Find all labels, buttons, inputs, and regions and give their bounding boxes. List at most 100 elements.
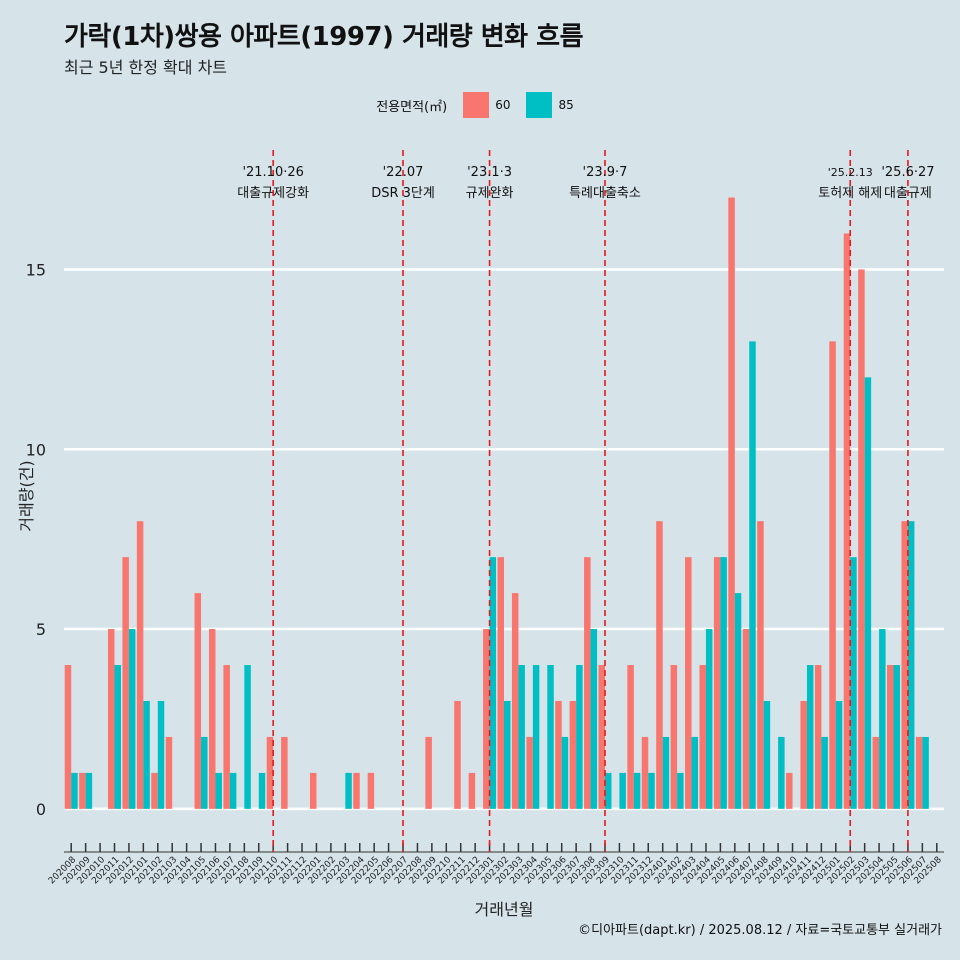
legend: 전용면적(㎡) 60 85 xyxy=(0,92,960,118)
bar-85 xyxy=(244,665,251,809)
bar-60 xyxy=(108,629,115,809)
bar-85 xyxy=(879,629,886,809)
bar-60 xyxy=(497,557,504,809)
legend-swatch-60 xyxy=(463,92,490,118)
chart-subtitle: 최근 5년 한정 확대 차트 xyxy=(64,58,228,77)
bar-85 xyxy=(619,772,626,809)
bar-60 xyxy=(208,629,216,809)
bar-85 xyxy=(229,772,237,809)
y-axis-title: 거래량(건) xyxy=(17,460,36,531)
bar-85 xyxy=(157,700,165,809)
bar-85 xyxy=(71,772,78,809)
event-desc-label: 대출규제강화 xyxy=(237,186,309,201)
bar-60 xyxy=(685,557,692,809)
event-desc-label: 토허제 해제 xyxy=(818,186,882,201)
legend-label-60: 60 xyxy=(495,98,511,112)
bar-60 xyxy=(584,557,591,809)
bar-85 xyxy=(821,736,828,809)
chart-title: 가락(1차)쌍용 아파트(1997) 거래량 변화 흐름 xyxy=(64,22,584,52)
event-date-label: '21.10·26 xyxy=(242,165,303,180)
bar-60 xyxy=(627,665,634,809)
event-desc-label: DSR 3단계 xyxy=(371,186,435,201)
bar-85 xyxy=(720,557,727,809)
bar-85 xyxy=(258,772,266,809)
bar-85 xyxy=(806,665,814,809)
bar-85 xyxy=(864,377,872,809)
bar-85 xyxy=(576,665,583,809)
bar-85 xyxy=(561,736,569,809)
legend-swatch-85 xyxy=(526,92,553,118)
bar-60 xyxy=(872,736,880,809)
y-tick-label: 15 xyxy=(26,260,46,279)
bar-60 xyxy=(555,700,562,809)
bar-60 xyxy=(425,736,432,809)
bar-85 xyxy=(547,665,554,809)
bar-85 xyxy=(143,700,150,809)
bar-60 xyxy=(194,593,202,809)
bar-85 xyxy=(893,665,900,809)
bar-85 xyxy=(345,772,352,809)
bar-60 xyxy=(641,736,649,809)
y-tick-label: 10 xyxy=(26,440,46,459)
bar-60 xyxy=(64,665,72,809)
legend-title: 전용면적(㎡) xyxy=(376,99,448,115)
bar-85 xyxy=(604,772,612,809)
bar-60 xyxy=(454,700,461,809)
bar-60 xyxy=(858,269,865,809)
bar-60 xyxy=(281,736,288,809)
bar-85 xyxy=(734,593,742,809)
bar-60 xyxy=(829,341,836,809)
bar-60 xyxy=(843,233,851,809)
event-date-label: '25.2.13 xyxy=(828,166,873,179)
legend-label-85: 85 xyxy=(558,98,574,112)
bar-85 xyxy=(114,665,121,809)
bar-85 xyxy=(778,736,785,809)
bar-85 xyxy=(85,772,93,809)
bar-60 xyxy=(309,772,317,809)
bar-60 xyxy=(757,521,764,809)
bar-60 xyxy=(136,521,144,809)
bar-60 xyxy=(353,772,360,809)
bar-60 xyxy=(165,736,173,809)
x-axis-title: 거래년월 xyxy=(475,900,534,919)
bar-60 xyxy=(367,772,375,809)
bar-60 xyxy=(915,736,923,809)
bar-60 xyxy=(598,665,605,809)
bar-60 xyxy=(151,772,158,809)
bar-85 xyxy=(489,557,497,809)
bar-85 xyxy=(907,521,915,809)
bar-85 xyxy=(763,700,771,809)
bar-60 xyxy=(670,665,678,809)
bar-60 xyxy=(569,700,577,809)
bar-85 xyxy=(691,736,699,809)
bar-85 xyxy=(677,772,684,809)
bar-60 xyxy=(887,665,894,809)
bar-60 xyxy=(266,736,274,809)
bar-85 xyxy=(504,700,511,809)
bar-60 xyxy=(901,521,908,809)
bar-85 xyxy=(518,665,525,809)
bar-60 xyxy=(786,772,793,809)
event-desc-label: 규제완화 xyxy=(466,186,514,201)
bar-60 xyxy=(728,197,735,809)
event-desc-label: 대출규제 xyxy=(884,186,932,201)
bar-85 xyxy=(850,557,857,809)
bar-85 xyxy=(201,736,208,809)
bar-60 xyxy=(468,772,476,809)
source-caption: ©디아파트(dapt.kr) / 2025.08.12 / 자료=국토교통부 실… xyxy=(578,923,942,938)
bar-85 xyxy=(749,341,756,809)
bar-60 xyxy=(511,593,519,809)
bar-60 xyxy=(483,629,490,809)
event-date-label: '25.6·27 xyxy=(881,165,934,180)
bar-85 xyxy=(705,629,713,809)
y-tick-label: 5 xyxy=(36,620,46,639)
bar-85 xyxy=(922,736,929,809)
bar-60 xyxy=(814,665,822,809)
bar-60 xyxy=(526,736,533,809)
bar-85 xyxy=(532,665,540,809)
bar-60 xyxy=(223,665,230,809)
bar-85 xyxy=(633,772,641,809)
bar-85 xyxy=(215,772,222,809)
bar-60 xyxy=(800,700,807,809)
